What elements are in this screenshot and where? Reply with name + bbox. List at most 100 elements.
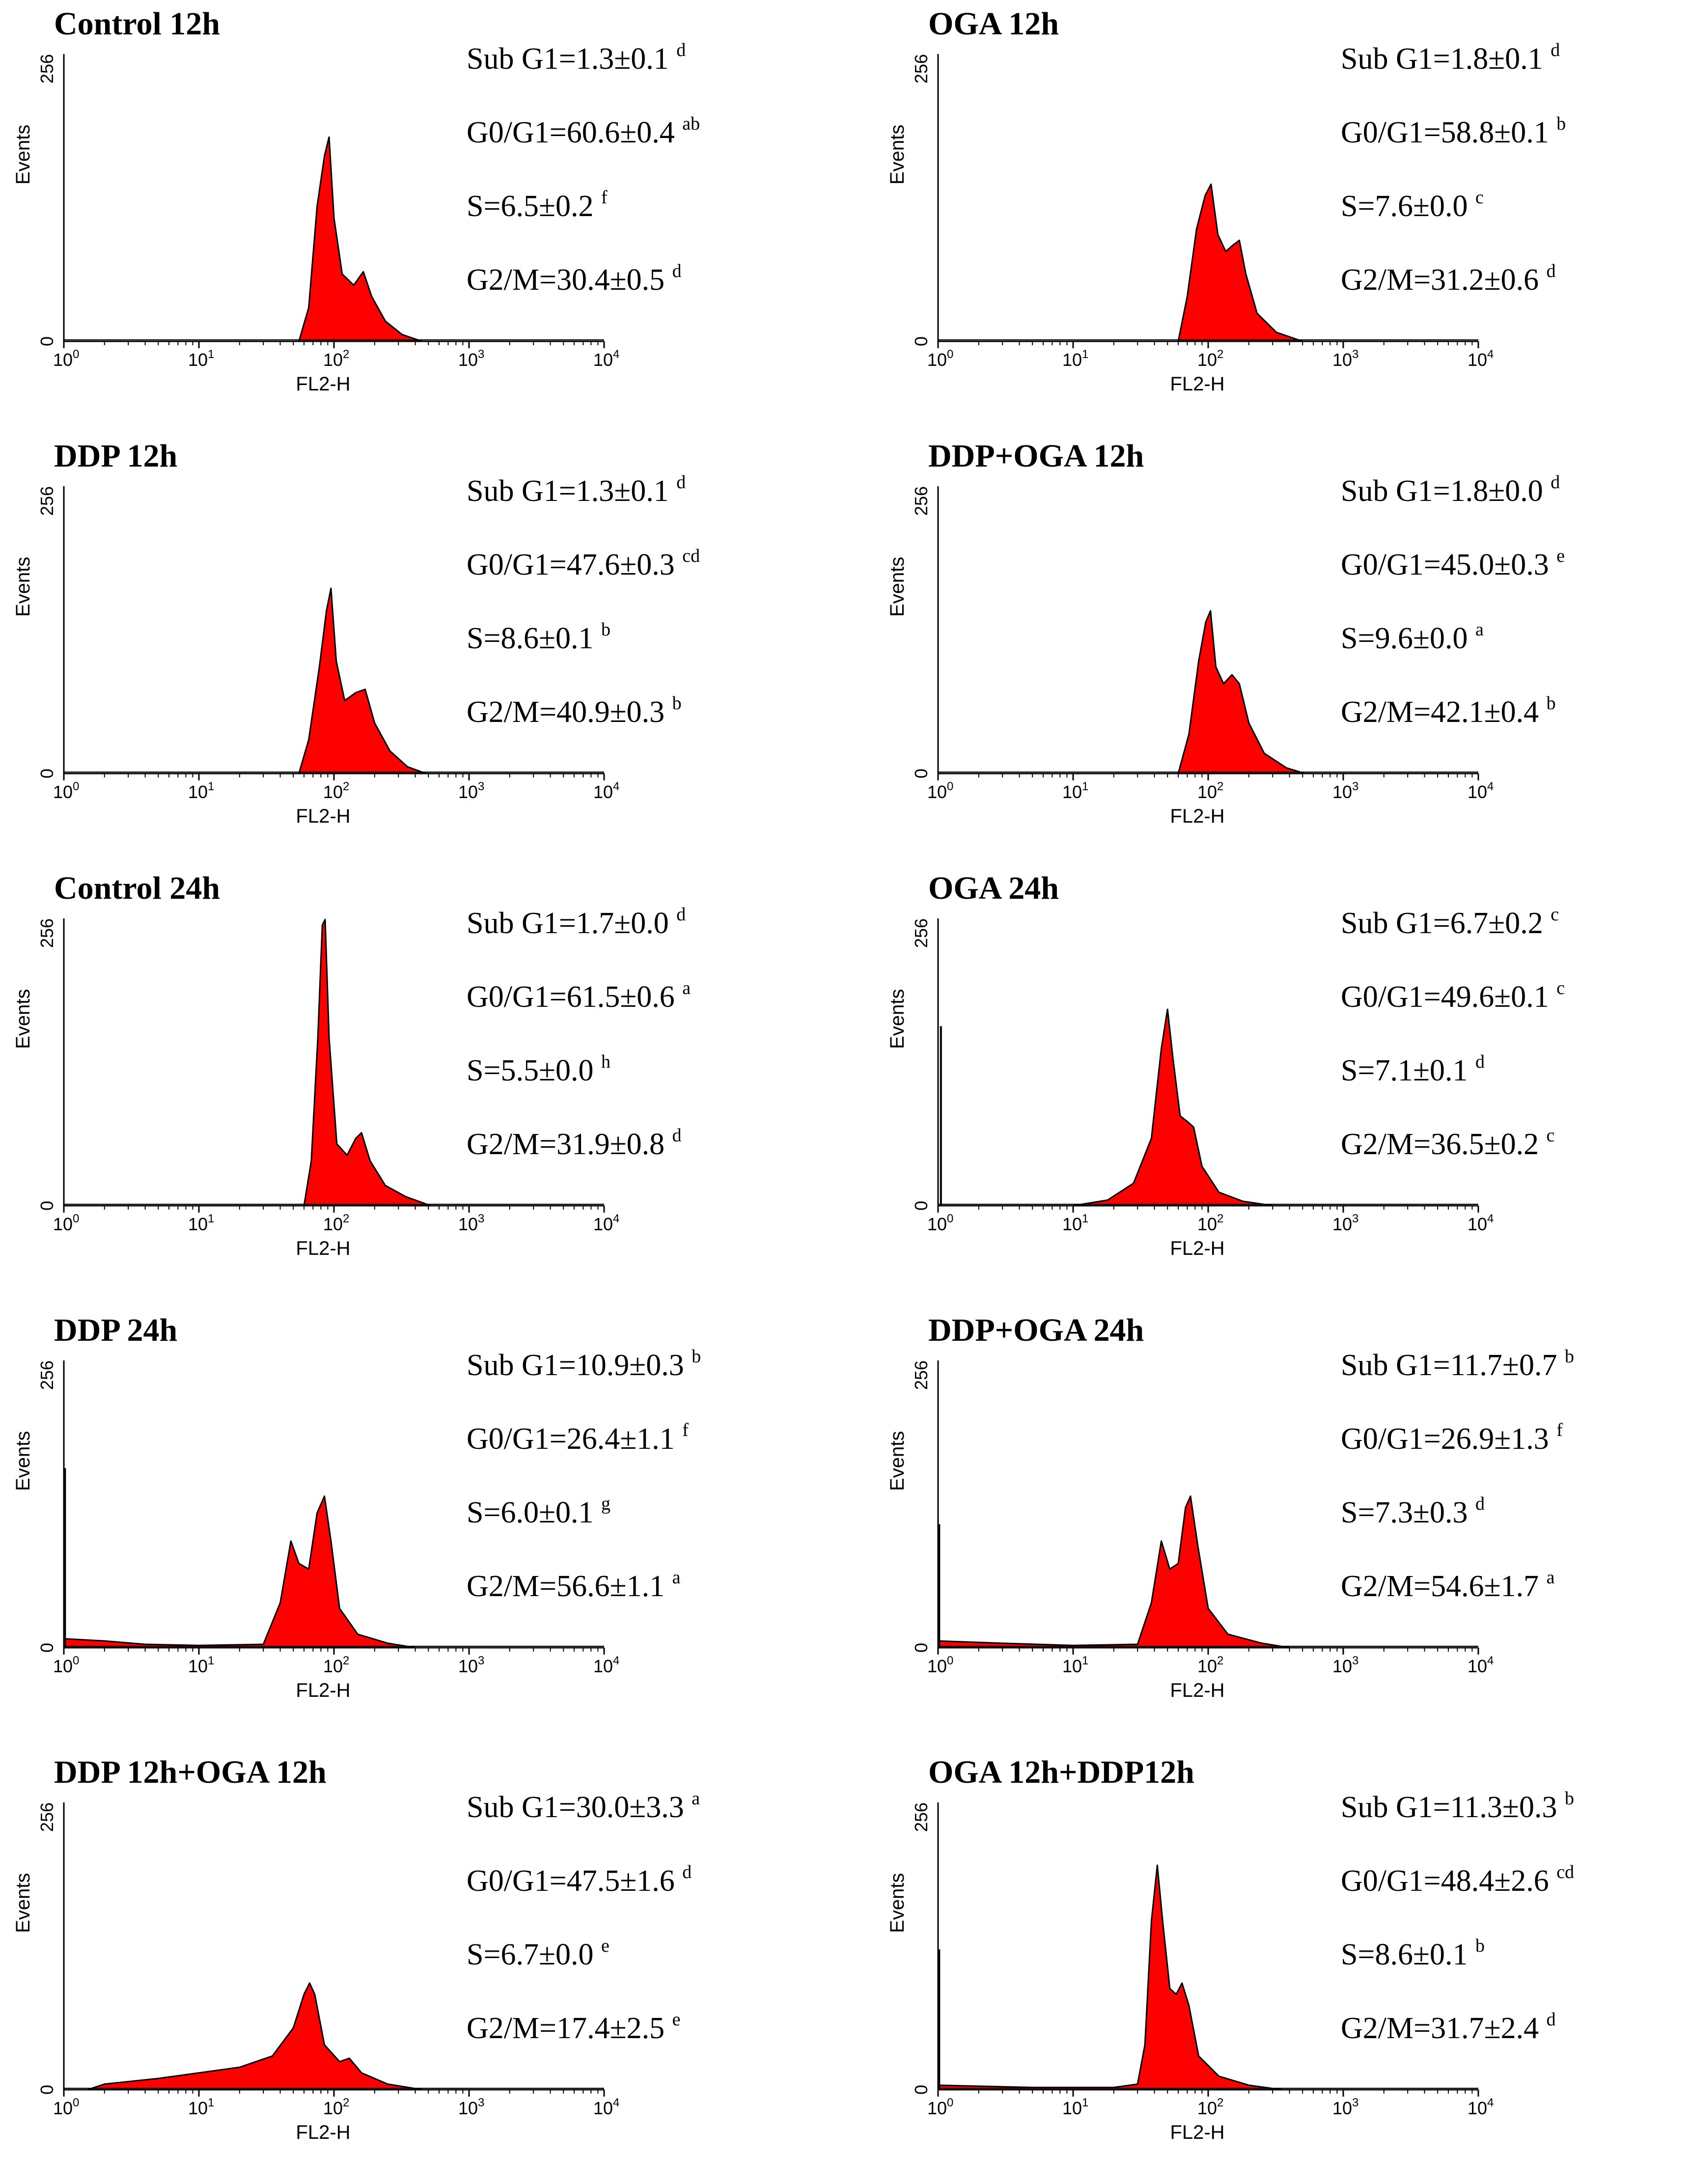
stat-superscript: d <box>682 1862 692 1882</box>
y-tick-label: 256 <box>911 918 931 948</box>
x-tick-exponent: 4 <box>1487 2096 1494 2109</box>
histogram-area <box>298 587 427 774</box>
stat-value: G0/G1=49.6±0.1 c <box>1341 978 1565 1014</box>
stat-value: G2/M=54.6±1.7 a <box>1341 1567 1555 1603</box>
y-tick-label: 256 <box>37 918 57 948</box>
x-tick-label: 10 <box>53 350 73 370</box>
y-tick-label: 256 <box>37 1802 57 1832</box>
x-axis-label: FL2-H <box>296 2122 350 2143</box>
panel-title: OGA 12h+DDP12h <box>928 1754 1194 1790</box>
x-tick-label: 10 <box>53 2098 73 2118</box>
stat-value: S=7.3±0.3 d <box>1341 1493 1485 1529</box>
panel-title: DDP 12h <box>54 438 177 474</box>
x-tick-label: 10 <box>593 2098 613 2118</box>
panel-title: OGA 24h <box>928 870 1059 906</box>
stat-value: S=5.5±0.0 h <box>467 1051 610 1087</box>
stat-superscript: b <box>692 1346 701 1367</box>
x-tick-exponent: 3 <box>1352 2096 1358 2109</box>
x-tick-exponent: 1 <box>208 1212 214 1225</box>
x-tick-label: 10 <box>53 1214 73 1234</box>
histogram-area <box>86 1982 423 2091</box>
x-tick-label: 10 <box>323 1214 343 1234</box>
stat-superscript: d <box>676 904 686 925</box>
histogram-area <box>298 136 423 342</box>
y-tick-label: 256 <box>37 486 57 516</box>
stat-value: S=7.1±0.1 d <box>1341 1051 1485 1087</box>
x-tick-exponent: 1 <box>1082 1212 1088 1225</box>
stat-superscript: d <box>1475 1493 1485 1514</box>
stat-value: Sub G1=1.8±0.1 d <box>1341 40 1560 76</box>
x-tick-exponent: 1 <box>208 1654 214 1667</box>
x-tick-label: 10 <box>1467 782 1487 802</box>
x-tick-label: 10 <box>323 782 343 802</box>
stat-superscript: a <box>682 978 691 998</box>
x-tick-label: 10 <box>593 1214 613 1234</box>
stat-value: Sub G1=1.3±0.1 d <box>467 40 686 76</box>
x-tick-label: 10 <box>323 350 343 370</box>
y-tick-label: 0 <box>37 769 57 778</box>
x-tick-label: 10 <box>188 1656 208 1676</box>
y-axis-label: Events <box>12 1873 34 1933</box>
stat-value: G2/M=56.6±1.1 a <box>467 1567 681 1603</box>
x-tick-label: 10 <box>1062 782 1082 802</box>
x-tick-exponent: 1 <box>1082 780 1088 793</box>
stat-superscript: c <box>1551 904 1559 925</box>
panel-title: DDP 12h+OGA 12h <box>54 1754 327 1790</box>
x-tick-exponent: 1 <box>208 2096 214 2109</box>
histogram-area <box>1072 1008 1274 1207</box>
x-tick-label: 10 <box>1467 350 1487 370</box>
x-tick-exponent: 0 <box>947 1212 953 1225</box>
stat-superscript: d <box>676 472 686 493</box>
x-tick-exponent: 2 <box>1217 2096 1223 2109</box>
stat-value: G0/G1=60.6±0.4 ab <box>467 113 700 149</box>
x-tick-exponent: 2 <box>1217 348 1223 361</box>
y-axis-label: Events <box>12 1431 34 1491</box>
x-tick-exponent: 2 <box>1217 780 1223 793</box>
x-tick-exponent: 0 <box>73 780 79 793</box>
stat-value: G0/G1=26.9±1.3 f <box>1341 1420 1563 1456</box>
x-tick-label: 10 <box>458 782 478 802</box>
y-axis-label: Events <box>12 557 34 617</box>
x-tick-exponent: 3 <box>1352 780 1358 793</box>
stat-superscript: b <box>1556 113 1566 134</box>
stat-value: G0/G1=48.4±2.6 cd <box>1341 1862 1574 1898</box>
stat-value: G2/M=31.9±0.8 d <box>467 1125 682 1161</box>
stat-value: G0/G1=26.4±1.1 f <box>467 1420 689 1456</box>
x-tick-label: 10 <box>1062 2098 1082 2118</box>
stat-superscript: h <box>601 1051 610 1072</box>
x-tick-exponent: 3 <box>478 1212 484 1225</box>
x-tick-label: 10 <box>927 350 947 370</box>
y-tick-label: 256 <box>911 54 931 83</box>
x-tick-exponent: 2 <box>343 2096 349 2109</box>
x-tick-label: 10 <box>53 782 73 802</box>
x-tick-label: 10 <box>458 350 478 370</box>
y-tick-label: 256 <box>37 54 57 83</box>
y-tick-label: 256 <box>37 1360 57 1390</box>
x-tick-label: 10 <box>1197 1214 1217 1234</box>
x-tick-exponent: 1 <box>1082 348 1088 361</box>
panel-title: DDP+OGA 12h <box>928 438 1144 474</box>
stat-superscript: b <box>1475 1935 1485 1956</box>
stat-superscript: b <box>1565 1788 1574 1809</box>
stat-value: G0/G1=47.6±0.3 cd <box>467 546 700 581</box>
x-tick-exponent: 3 <box>478 780 484 793</box>
y-tick-label: 0 <box>37 2085 57 2095</box>
x-tick-exponent: 0 <box>947 780 953 793</box>
x-tick-label: 10 <box>1332 782 1352 802</box>
panel-title: DDP 24h <box>54 1312 177 1348</box>
x-tick-label: 10 <box>1197 2098 1217 2118</box>
x-tick-exponent: 0 <box>73 1212 79 1225</box>
x-axis-label: FL2-H <box>1170 2122 1224 2143</box>
x-tick-exponent: 1 <box>1082 2096 1088 2109</box>
x-tick-exponent: 1 <box>208 348 214 361</box>
x-tick-label: 10 <box>1467 2098 1487 2118</box>
stat-value: G0/G1=45.0±0.3 e <box>1341 546 1565 581</box>
stat-value: Sub G1=1.8±0.0 d <box>1341 472 1560 508</box>
x-tick-exponent: 0 <box>73 1654 79 1667</box>
y-tick-label: 0 <box>911 769 931 778</box>
stat-superscript: e <box>1556 546 1565 566</box>
x-tick-exponent: 0 <box>947 2096 953 2109</box>
